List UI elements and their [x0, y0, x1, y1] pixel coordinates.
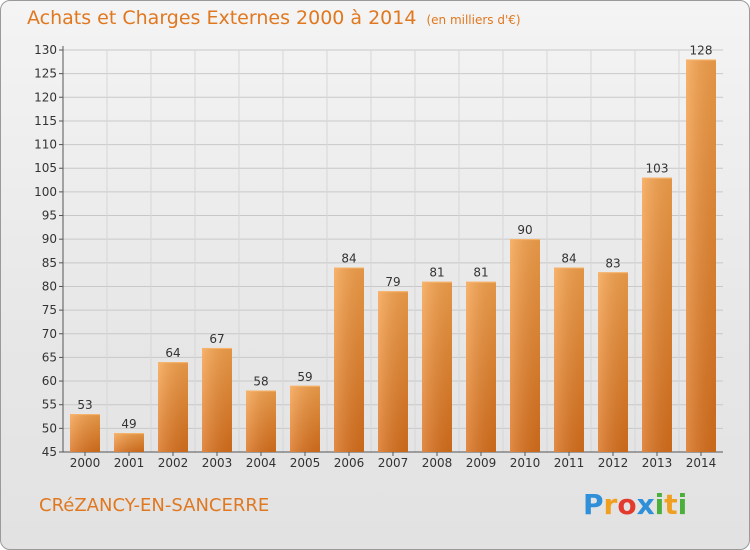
bar-shade-2004 — [246, 390, 276, 452]
data-label-2001: 49 — [121, 417, 136, 431]
bar-shade-2002 — [158, 362, 188, 452]
logo-letter: t — [664, 488, 678, 521]
x-tick-label-2012: 2012 — [598, 456, 629, 470]
x-tick-label-2004: 2004 — [246, 456, 277, 470]
x-tick-label-2005: 2005 — [290, 456, 321, 470]
y-tick-label: 115 — [34, 114, 57, 128]
y-tick-label: 60 — [42, 374, 57, 388]
data-label-2004: 58 — [253, 375, 268, 389]
y-tick-label: 110 — [34, 138, 57, 152]
x-tick-label-2006: 2006 — [334, 456, 365, 470]
y-tick-label: 50 — [42, 421, 57, 435]
y-tick-label: 70 — [42, 327, 57, 341]
data-label-2009: 81 — [473, 266, 488, 280]
data-label-2005: 59 — [297, 370, 312, 384]
data-label-2011: 84 — [561, 252, 576, 266]
data-label-2013: 103 — [646, 162, 669, 176]
y-tick-label: 95 — [42, 209, 57, 223]
y-tick-label: 80 — [42, 279, 57, 293]
x-tick-label-2009: 2009 — [466, 456, 497, 470]
x-tick-label-2014: 2014 — [686, 456, 717, 470]
y-tick-label: 45 — [42, 445, 57, 459]
bar-shade-2014 — [686, 59, 716, 452]
x-tick-label-2011: 2011 — [554, 456, 585, 470]
data-label-2010: 90 — [517, 223, 532, 237]
data-label-2007: 79 — [385, 275, 400, 289]
bar-shade-2013 — [642, 177, 672, 452]
data-label-2002: 64 — [165, 346, 180, 360]
chart-subtitle: (en milliers d'€) — [426, 13, 521, 27]
y-tick-label: 65 — [42, 350, 57, 364]
data-label-2008: 81 — [429, 266, 444, 280]
data-label-2006: 84 — [341, 252, 356, 266]
bar-shade-2000 — [70, 414, 100, 452]
y-tick-label: 120 — [34, 90, 57, 104]
x-tick-label-2001: 2001 — [114, 456, 145, 470]
bar-shade-2006 — [334, 267, 364, 452]
proxiti-logo[interactable]: Proxiti — [583, 488, 687, 521]
logo-letter: r — [603, 488, 618, 521]
data-label-2014: 128 — [690, 43, 713, 57]
bars — [70, 59, 716, 452]
logo-letter: o — [617, 488, 637, 521]
bar-shade-2011 — [554, 267, 584, 452]
data-label-2000: 53 — [77, 398, 92, 412]
y-tick-label: 75 — [42, 303, 57, 317]
chart-title: Achats et Charges Externes 2000 à 2014 — [27, 7, 417, 29]
logo-letter: i — [677, 488, 688, 521]
bar-shade-2008 — [422, 281, 452, 452]
y-tick-label: 105 — [34, 161, 57, 175]
bar-shade-2001 — [114, 433, 144, 452]
labels: 45 50 55 60 65 70 75 80 85 90 95 100 105 110 115 120 125… — [34, 43, 716, 470]
y-tick-label: 100 — [34, 185, 57, 199]
bar-shade-2007 — [378, 291, 408, 452]
logo-letter: P — [583, 488, 604, 521]
data-label-2003: 67 — [209, 332, 224, 346]
x-tick-label-2008: 2008 — [422, 456, 453, 470]
bar-shade-2003 — [202, 347, 232, 452]
commune-name: CRéZANCY-EN-SANCERRE — [39, 495, 270, 516]
y-tick-label: 55 — [42, 398, 57, 412]
bar-shade-2009 — [466, 281, 496, 452]
x-tick-label-2003: 2003 — [202, 456, 233, 470]
y-tick-label: 85 — [42, 256, 57, 270]
bar-shade-2005 — [290, 385, 320, 452]
x-tick-label-2013: 2013 — [642, 456, 673, 470]
bar-shade-2012 — [598, 272, 628, 452]
logo-letter: i — [654, 488, 665, 521]
bar-shade-2010 — [510, 239, 540, 452]
x-tick-label-2002: 2002 — [158, 456, 189, 470]
x-tick-label-2000: 2000 — [70, 456, 101, 470]
logo-letter: x — [636, 488, 655, 521]
data-label-2012: 83 — [605, 256, 620, 270]
y-tick-label: 130 — [34, 43, 57, 57]
x-tick-label-2007: 2007 — [378, 456, 409, 470]
y-tick-label: 90 — [42, 232, 57, 246]
x-tick-label-2010: 2010 — [510, 456, 541, 470]
y-tick-label: 125 — [34, 67, 57, 81]
title-row: Achats et Charges Externes 2000 à 2014 (e… — [27, 7, 521, 29]
